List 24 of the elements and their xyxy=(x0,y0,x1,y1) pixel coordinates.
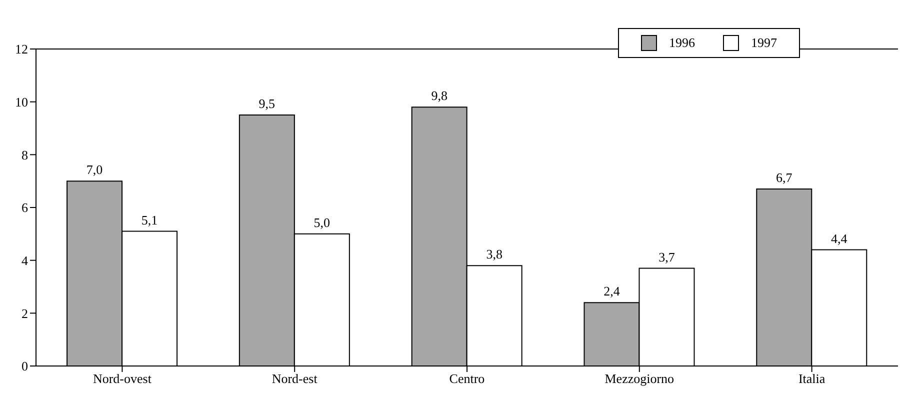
x-tick-label: Centro xyxy=(449,371,485,386)
x-tick-label: Nord-est xyxy=(272,371,318,386)
x-tick-label: Italia xyxy=(798,371,826,386)
data-label: 9,8 xyxy=(431,88,448,104)
data-label: 6,7 xyxy=(776,170,793,186)
x-tick-label: Nord-ovest xyxy=(92,371,152,386)
x-tick-label: Mezzogiorno xyxy=(604,371,674,386)
y-tick-label: 10 xyxy=(15,94,28,110)
y-tick-label: 8 xyxy=(22,147,28,162)
legend-label: 1997 xyxy=(750,35,777,51)
y-tick-label: 0 xyxy=(22,358,28,374)
data-label: 5,1 xyxy=(141,212,158,228)
y-tick-label: 4 xyxy=(22,252,28,268)
data-label: 4,4 xyxy=(831,230,848,246)
data-label: 9,5 xyxy=(258,96,276,112)
legend-label: 1996 xyxy=(668,35,695,51)
y-tick-label: 6 xyxy=(22,200,28,216)
data-label: 7,0 xyxy=(86,162,103,178)
data-label: 3,8 xyxy=(486,246,502,262)
data-label: 2,4 xyxy=(604,284,620,299)
data-label: 5,0 xyxy=(314,214,330,230)
y-tick-label: 12 xyxy=(15,42,28,57)
y-tick-label: 2 xyxy=(22,306,28,321)
data-label: 3,7 xyxy=(658,249,676,264)
